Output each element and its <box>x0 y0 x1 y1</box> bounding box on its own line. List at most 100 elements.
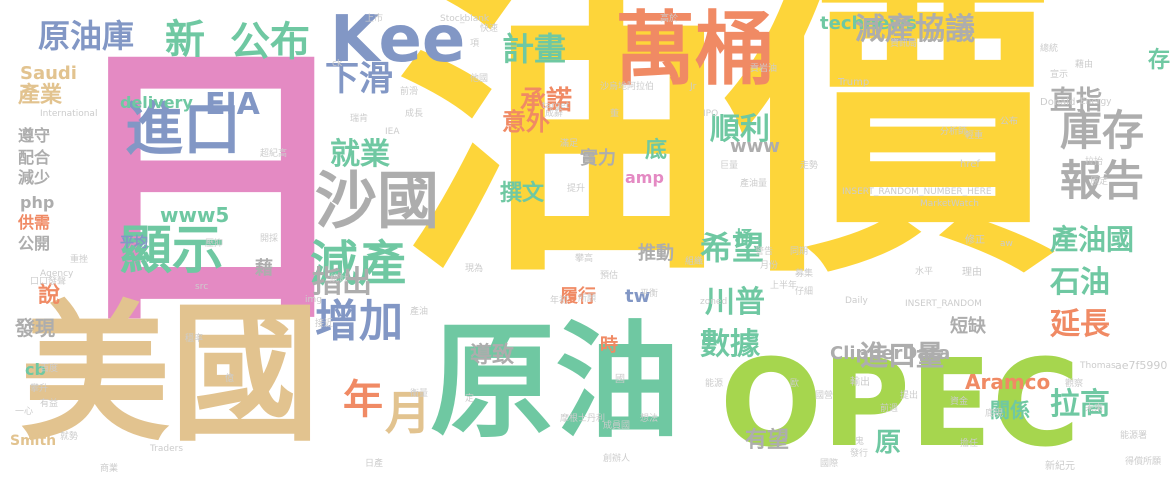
cloud-word: 超紀高 <box>260 149 288 159</box>
cloud-word: 新紀元 <box>1045 461 1075 472</box>
cloud-word: 攀高 <box>575 254 594 264</box>
cloud-word: 貢岩油 <box>750 64 778 74</box>
cloud-word: Donald <box>1040 97 1076 108</box>
cloud-word: 日 <box>60 15 360 364</box>
cloud-word: 產油國 <box>1050 223 1135 256</box>
cloud-word: 萬桶 <box>615 3 775 96</box>
cloud-word: 下滑 <box>325 59 393 99</box>
cloud-word: 庫存 <box>1060 106 1145 155</box>
cloud-word: 攀升 <box>30 384 49 394</box>
cloud-word: 仔細 <box>795 287 814 297</box>
cloud-word: 川普 <box>705 285 765 320</box>
cloud-word: 穩率 <box>185 334 204 344</box>
cloud-word: 原油庫 <box>38 17 135 55</box>
cloud-word: 藉 <box>255 258 273 279</box>
cloud-word: 警告 <box>755 247 774 257</box>
cloud-word: aw <box>1000 239 1013 249</box>
cloud-word: 上市 <box>365 14 384 24</box>
cloud-word: 前滑 <box>400 87 419 97</box>
cloud-word: 資訊局 <box>890 39 918 49</box>
cloud-word: 短缺 <box>950 316 986 337</box>
cloud-word: 總統 <box>1040 44 1059 54</box>
cloud-word: 國營 <box>815 391 834 401</box>
cloud-word: Thomas <box>1080 361 1116 371</box>
cloud-word: zoned <box>700 297 728 307</box>
cloud-word: 現為 <box>465 264 484 274</box>
cloud-word: 減產 <box>310 236 407 292</box>
cloud-word: 他國 <box>470 74 489 84</box>
cloud-word: 口口發聲 <box>30 277 67 287</box>
cloud-word: 走勢 <box>800 161 819 171</box>
cloud-word: 一心 <box>15 407 34 417</box>
cloud-word: 報告 <box>1060 156 1145 205</box>
cloud-word: 拉抬 <box>1085 157 1104 167</box>
cloud-word: Smith <box>10 433 57 449</box>
cloud-word: 日產 <box>365 459 384 469</box>
cloud-word: 月份 <box>760 261 779 271</box>
cloud-word: www5 <box>160 203 230 227</box>
cloud-word: 就勢 <box>60 432 79 442</box>
cloud-word: Daily <box>845 296 868 306</box>
cloud-word: 理由 <box>962 267 982 278</box>
cloud-word: 前週 <box>880 404 899 414</box>
cloud-word: 沙烏地阿拉伯 <box>600 82 655 92</box>
cloud-word: 底 <box>645 138 668 163</box>
cloud-word: www <box>730 136 780 157</box>
cloud-word: 希望 <box>700 229 765 267</box>
cloud-word: 成長 <box>405 109 424 119</box>
cloud-word: 項 <box>470 39 480 49</box>
cloud-word: 有益 <box>40 399 59 409</box>
cloud-word: 宣示 <box>1050 70 1069 80</box>
cloud-word: href <box>960 159 980 170</box>
cloud-word: 產油量 <box>740 179 768 189</box>
cloud-word: 提出 <box>900 391 919 401</box>
cloud-word: Kee <box>330 3 466 77</box>
cloud-word: 分析師 <box>940 127 968 137</box>
cloud-word: 年 <box>343 377 383 423</box>
cloud-word: 巨量 <box>720 161 739 171</box>
cloud-word: 產業 <box>18 83 63 108</box>
cloud-word: 公布 <box>1000 117 1019 127</box>
cloud-word: 拉高 <box>1050 387 1110 422</box>
cloud-word: 摩根士丹利 <box>560 414 606 424</box>
cloud-word: 提升 <box>567 184 586 194</box>
cloud-word: 沙國 <box>315 164 440 237</box>
cloud-word: 直指 <box>1050 86 1103 116</box>
cloud-word: 推動 <box>638 243 674 264</box>
cloud-word: 觀察 <box>1065 379 1084 389</box>
cloud-word: 輕重 <box>965 131 984 141</box>
cloud-word: 新 <box>165 17 205 63</box>
cloud-word: IPO <box>703 109 719 119</box>
cloud-word: ck <box>332 59 343 69</box>
cloud-word: 水平 <box>915 267 934 277</box>
cloud-word: 順利 <box>710 112 770 147</box>
cloud-word: tw <box>625 286 651 307</box>
cloud-word: 接近 <box>315 319 334 329</box>
cloud-word: 油價 <box>395 0 1055 317</box>
cloud-word: 所願 <box>578 294 597 304</box>
cloud-word: 減少 <box>18 168 51 187</box>
cloud-word: 產油 <box>410 307 429 317</box>
cloud-word: INSERT_RANDOM <box>905 299 982 309</box>
cloud-word: amp <box>625 168 664 187</box>
cloud-word: Aramco <box>965 370 1051 394</box>
cloud-word: Trump <box>838 77 870 88</box>
cloud-word: 國 <box>615 374 625 385</box>
cloud-word: 延長 <box>1050 307 1110 342</box>
cloud-word: 發現 <box>15 316 55 340</box>
cloud-word: 重挫 <box>70 255 89 265</box>
cloud-word: OPEC <box>720 335 1080 474</box>
cloud-word: 未來 <box>1085 404 1104 414</box>
cloud-word: 得償所願 <box>1125 457 1162 467</box>
cloud-word: 履行 <box>560 286 596 307</box>
cloud-word: 美國 <box>20 288 321 462</box>
cloud-word: 顯示 <box>120 221 225 281</box>
cloud-word: cb <box>25 360 46 379</box>
cloud-word: 定 <box>465 394 475 404</box>
cloud-word: 年初 <box>550 296 569 306</box>
cloud-word: ae7f5990 <box>1115 359 1168 372</box>
cloud-word: src <box>195 282 209 292</box>
cloud-word: 計畫 <box>502 30 567 68</box>
cloud-word: 資金 <box>950 397 969 407</box>
cloud-word: 藉由 <box>1075 60 1094 70</box>
